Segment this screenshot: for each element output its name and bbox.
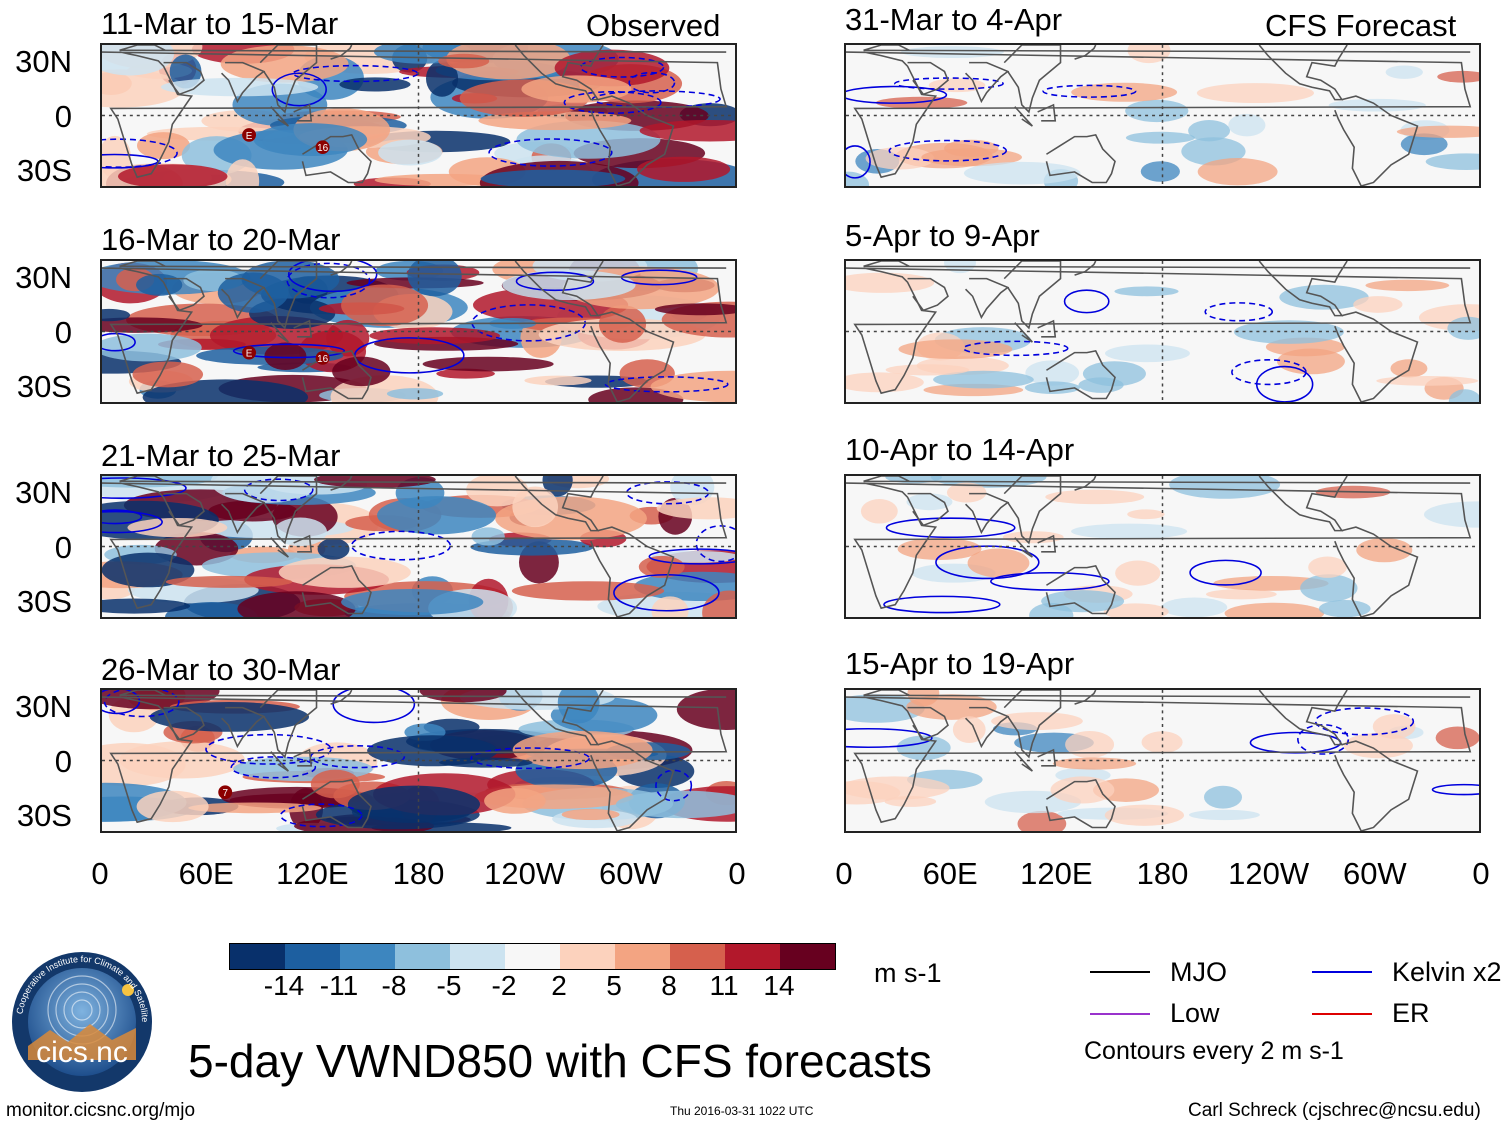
- lat-label-2-2: 0: [54, 314, 72, 350]
- colorbar-swatch: [450, 944, 505, 969]
- lat-label-1-2: 0: [54, 98, 72, 134]
- legend-mjo-line: [1090, 971, 1150, 973]
- forecast-panel-2-title: 5-Apr to 9-Apr: [845, 218, 1040, 253]
- lon-label-2-3: 120E: [1020, 856, 1093, 891]
- colorbar: [229, 943, 836, 970]
- colorbar-swatch: [615, 944, 670, 969]
- storm-marker: 7: [218, 785, 233, 799]
- logo-text: cics.nc: [36, 1036, 128, 1069]
- forecast-label: CFS Forecast: [1265, 8, 1457, 43]
- storm-marker: E: [242, 345, 257, 360]
- colorbar-swatch: [725, 944, 780, 969]
- lon-label-2-1: 0: [835, 856, 853, 891]
- lon-label-1-7: 0: [728, 856, 746, 891]
- svg-text:E: E: [246, 131, 253, 142]
- storm-marker: 16: [315, 140, 330, 154]
- colorbar-swatch: [780, 944, 835, 969]
- lat-label-3-2: 0: [54, 529, 72, 565]
- lat-label-2-1: 30N: [15, 260, 72, 296]
- colorbar-swatch: [395, 944, 450, 969]
- svg-text:16: 16: [317, 354, 329, 365]
- legend-low-label: Low: [1170, 998, 1220, 1028]
- lat-label-2-3: 30S: [16, 368, 72, 404]
- lon-label-2-2: 60E: [922, 856, 978, 891]
- svg-text:16: 16: [317, 143, 329, 154]
- colorbar-swatch: [340, 944, 395, 969]
- cics-logo[interactable]: Cooperative Institute for Climate and Sa…: [8, 942, 154, 1094]
- observed-panel-3-title: 21-Mar to 25-Mar: [101, 438, 341, 473]
- svg-text:7: 7: [222, 788, 228, 799]
- colorbar-swatch: [285, 944, 340, 969]
- legend-mjo-label: MJO: [1170, 957, 1227, 987]
- lat-label-3-3: 30S: [16, 583, 72, 619]
- forecast-map-4: [844, 688, 1481, 833]
- forecast-map-3: [844, 474, 1481, 619]
- lat-label-4-1: 30N: [15, 689, 72, 725]
- svg-text:E: E: [246, 349, 253, 360]
- observed-map-3: [100, 474, 737, 619]
- lon-label-2-7: 0: [1472, 856, 1490, 891]
- colorbar-swatch: [670, 944, 725, 969]
- lat-label-1-3: 30S: [16, 152, 72, 188]
- legend-er-line: [1312, 1013, 1372, 1015]
- lon-label-1-3: 120E: [276, 856, 349, 891]
- colorbar-tick-label: -11: [319, 970, 359, 1001]
- footer-url[interactable]: monitor.cicsnc.org/mjo: [6, 1100, 196, 1121]
- observed-panel-2-title: 16-Mar to 20-Mar: [101, 222, 341, 257]
- observed-label: Observed: [586, 8, 721, 43]
- legend-er-label: ER: [1392, 998, 1430, 1028]
- forecast-panel-3-title: 10-Apr to 14-Apr: [845, 432, 1075, 467]
- storm-marker: 16: [315, 351, 330, 365]
- lon-label-2-6: 60W: [1342, 856, 1407, 891]
- colorbar-tick-label: -8: [381, 970, 407, 1001]
- observed-map-1: E 16: [100, 43, 737, 188]
- footer-author: Carl Schreck (cjschrec@ncsu.edu): [1188, 1100, 1481, 1121]
- storm-marker: E: [242, 128, 257, 142]
- lon-label-2-4: 180: [1136, 856, 1189, 891]
- lon-label-1-5: 120W: [484, 856, 566, 891]
- colorbar-swatch: [230, 944, 285, 969]
- legend-low-line: [1090, 1013, 1150, 1015]
- observed-map-4: 7: [100, 688, 737, 833]
- lon-label-1-1: 0: [91, 856, 109, 891]
- colorbar-swatch: [505, 944, 560, 969]
- forecast-map-2: [844, 259, 1481, 404]
- main-title: 5-day VWND850 with CFS forecasts: [188, 1035, 932, 1087]
- lon-label-1-4: 180: [392, 856, 445, 891]
- forecast-panel-1-title: 31-Mar to 4-Apr: [845, 2, 1063, 37]
- lon-label-2-5: 120W: [1228, 856, 1310, 891]
- colorbar-tick-label: 14: [763, 970, 795, 1001]
- lon-label-1-2: 60E: [178, 856, 234, 891]
- colorbar-tick-label: 11: [709, 970, 739, 1001]
- lat-label-4-3: 30S: [16, 797, 72, 833]
- lat-label-3-1: 30N: [15, 475, 72, 511]
- colorbar-tick-label: 8: [661, 970, 677, 1001]
- lon-label-1-6: 60W: [598, 856, 663, 891]
- forecast-map-1: [844, 43, 1481, 188]
- colorbar-tick-label: -14: [263, 970, 305, 1001]
- colorbar-swatch: [560, 944, 615, 969]
- forecast-panel-4-title: 15-Apr to 19-Apr: [845, 646, 1075, 681]
- observed-map-2: E 16: [100, 259, 737, 404]
- colorbar-tick-label: -2: [491, 970, 517, 1001]
- legend-kelvin-label: Kelvin x2: [1392, 957, 1502, 987]
- lat-label-4-2: 0: [54, 743, 72, 779]
- colorbar-units: m s-1: [874, 958, 942, 988]
- observed-panel-1-title: 11-Mar to 15-Mar: [101, 6, 339, 41]
- colorbar-tick-label: -5: [436, 970, 462, 1001]
- contour-interval-note: Contours every 2 m s-1: [1084, 1037, 1344, 1065]
- lat-label-1-1: 30N: [15, 44, 72, 80]
- footer-timestamp: Thu 2016-03-31 1022 UTC: [670, 1104, 814, 1118]
- colorbar-tick-label: 2: [551, 970, 567, 1001]
- legend-kelvin-line: [1312, 971, 1372, 973]
- observed-panel-4-title: 26-Mar to 30-Mar: [101, 652, 341, 687]
- colorbar-tick-label: 5: [606, 970, 622, 1001]
